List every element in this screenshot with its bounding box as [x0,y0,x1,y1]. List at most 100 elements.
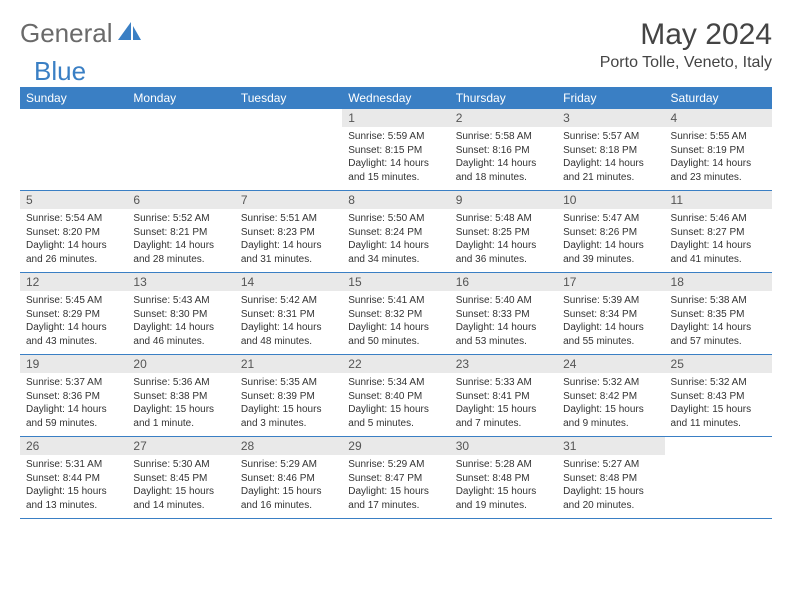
day-number: 8 [342,191,449,209]
day-number: 23 [450,355,557,373]
daylight-text-1: Daylight: 14 hours [241,321,336,335]
day-number: 29 [342,437,449,455]
sunset-text: Sunset: 8:45 PM [133,472,228,486]
daylight-text-1: Daylight: 14 hours [563,157,658,171]
daylight-text-2: and 11 minutes. [671,417,766,431]
logo-text-a: General [20,18,113,49]
day-detail: Sunrise: 5:45 AMSunset: 8:29 PMDaylight:… [20,291,127,354]
day-detail: Sunrise: 5:42 AMSunset: 8:31 PMDaylight:… [235,291,342,354]
daylight-text-1: Daylight: 14 hours [133,239,228,253]
calendar-day-cell: 7Sunrise: 5:51 AMSunset: 8:23 PMDaylight… [235,191,342,273]
day-number: 22 [342,355,449,373]
sunset-text: Sunset: 8:24 PM [348,226,443,240]
sunset-text: Sunset: 8:46 PM [241,472,336,486]
day-detail: Sunrise: 5:36 AMSunset: 8:38 PMDaylight:… [127,373,234,436]
calendar-day-cell [20,109,127,191]
calendar-day-cell: 16Sunrise: 5:40 AMSunset: 8:33 PMDayligh… [450,273,557,355]
sunset-text: Sunset: 8:25 PM [456,226,551,240]
weekday-header: Wednesday [342,87,449,109]
daylight-text-2: and 50 minutes. [348,335,443,349]
month-title: May 2024 [600,18,772,52]
sunrise-text: Sunrise: 5:52 AM [133,212,228,226]
sunset-text: Sunset: 8:43 PM [671,390,766,404]
daylight-text-1: Daylight: 15 hours [133,485,228,499]
sunset-text: Sunset: 8:23 PM [241,226,336,240]
day-number: 10 [557,191,664,209]
day-detail: Sunrise: 5:29 AMSunset: 8:47 PMDaylight:… [342,455,449,518]
sunset-text: Sunset: 8:27 PM [671,226,766,240]
day-detail: Sunrise: 5:50 AMSunset: 8:24 PMDaylight:… [342,209,449,272]
sunrise-text: Sunrise: 5:31 AM [26,458,121,472]
day-detail: Sunrise: 5:31 AMSunset: 8:44 PMDaylight:… [20,455,127,518]
sunset-text: Sunset: 8:31 PM [241,308,336,322]
daylight-text-2: and 19 minutes. [456,499,551,513]
calendar-day-cell: 20Sunrise: 5:36 AMSunset: 8:38 PMDayligh… [127,355,234,437]
calendar-body: 1Sunrise: 5:59 AMSunset: 8:15 PMDaylight… [20,109,772,519]
day-detail: Sunrise: 5:35 AMSunset: 8:39 PMDaylight:… [235,373,342,436]
sunrise-text: Sunrise: 5:27 AM [563,458,658,472]
sunset-text: Sunset: 8:36 PM [26,390,121,404]
day-number: 30 [450,437,557,455]
sunrise-text: Sunrise: 5:38 AM [671,294,766,308]
daylight-text-1: Daylight: 14 hours [671,239,766,253]
day-number: 24 [557,355,664,373]
sunset-text: Sunset: 8:42 PM [563,390,658,404]
day-detail: Sunrise: 5:33 AMSunset: 8:41 PMDaylight:… [450,373,557,436]
daylight-text-2: and 21 minutes. [563,171,658,185]
sunrise-text: Sunrise: 5:35 AM [241,376,336,390]
day-number: 25 [665,355,772,373]
sunrise-text: Sunrise: 5:32 AM [671,376,766,390]
calendar-day-cell [235,109,342,191]
sunrise-text: Sunrise: 5:29 AM [241,458,336,472]
sunrise-text: Sunrise: 5:45 AM [26,294,121,308]
daylight-text-2: and 9 minutes. [563,417,658,431]
day-detail [127,113,234,171]
daylight-text-2: and 20 minutes. [563,499,658,513]
daylight-text-1: Daylight: 15 hours [563,485,658,499]
sunrise-text: Sunrise: 5:40 AM [456,294,551,308]
weekday-header: Friday [557,87,664,109]
daylight-text-1: Daylight: 14 hours [671,157,766,171]
day-detail: Sunrise: 5:41 AMSunset: 8:32 PMDaylight:… [342,291,449,354]
daylight-text-1: Daylight: 14 hours [26,239,121,253]
daylight-text-1: Daylight: 14 hours [671,321,766,335]
daylight-text-2: and 14 minutes. [133,499,228,513]
sunrise-text: Sunrise: 5:29 AM [348,458,443,472]
sunrise-text: Sunrise: 5:48 AM [456,212,551,226]
sunset-text: Sunset: 8:40 PM [348,390,443,404]
sunset-text: Sunset: 8:30 PM [133,308,228,322]
daylight-text-2: and 26 minutes. [26,253,121,267]
day-number: 21 [235,355,342,373]
calendar-day-cell: 15Sunrise: 5:41 AMSunset: 8:32 PMDayligh… [342,273,449,355]
sunrise-text: Sunrise: 5:50 AM [348,212,443,226]
sunrise-text: Sunrise: 5:43 AM [133,294,228,308]
day-detail: Sunrise: 5:38 AMSunset: 8:35 PMDaylight:… [665,291,772,354]
daylight-text-1: Daylight: 15 hours [241,403,336,417]
day-detail: Sunrise: 5:28 AMSunset: 8:48 PMDaylight:… [450,455,557,518]
sunrise-text: Sunrise: 5:57 AM [563,130,658,144]
weekday-header: Monday [127,87,234,109]
calendar-table: Sunday Monday Tuesday Wednesday Thursday… [20,87,772,519]
day-detail: Sunrise: 5:54 AMSunset: 8:20 PMDaylight:… [20,209,127,272]
day-number: 7 [235,191,342,209]
calendar-day-cell: 3Sunrise: 5:57 AMSunset: 8:18 PMDaylight… [557,109,664,191]
sunset-text: Sunset: 8:26 PM [563,226,658,240]
day-detail [235,113,342,171]
day-number: 5 [20,191,127,209]
daylight-text-1: Daylight: 15 hours [241,485,336,499]
daylight-text-1: Daylight: 15 hours [671,403,766,417]
weekday-header: Tuesday [235,87,342,109]
day-number: 9 [450,191,557,209]
sunset-text: Sunset: 8:20 PM [26,226,121,240]
calendar-week-row: 5Sunrise: 5:54 AMSunset: 8:20 PMDaylight… [20,191,772,273]
calendar-day-cell: 2Sunrise: 5:58 AMSunset: 8:16 PMDaylight… [450,109,557,191]
sunset-text: Sunset: 8:29 PM [26,308,121,322]
daylight-text-2: and 3 minutes. [241,417,336,431]
day-number: 17 [557,273,664,291]
sunrise-text: Sunrise: 5:39 AM [563,294,658,308]
daylight-text-1: Daylight: 15 hours [133,403,228,417]
daylight-text-1: Daylight: 15 hours [456,485,551,499]
sunrise-text: Sunrise: 5:47 AM [563,212,658,226]
sunset-text: Sunset: 8:19 PM [671,144,766,158]
day-detail: Sunrise: 5:58 AMSunset: 8:16 PMDaylight:… [450,127,557,190]
